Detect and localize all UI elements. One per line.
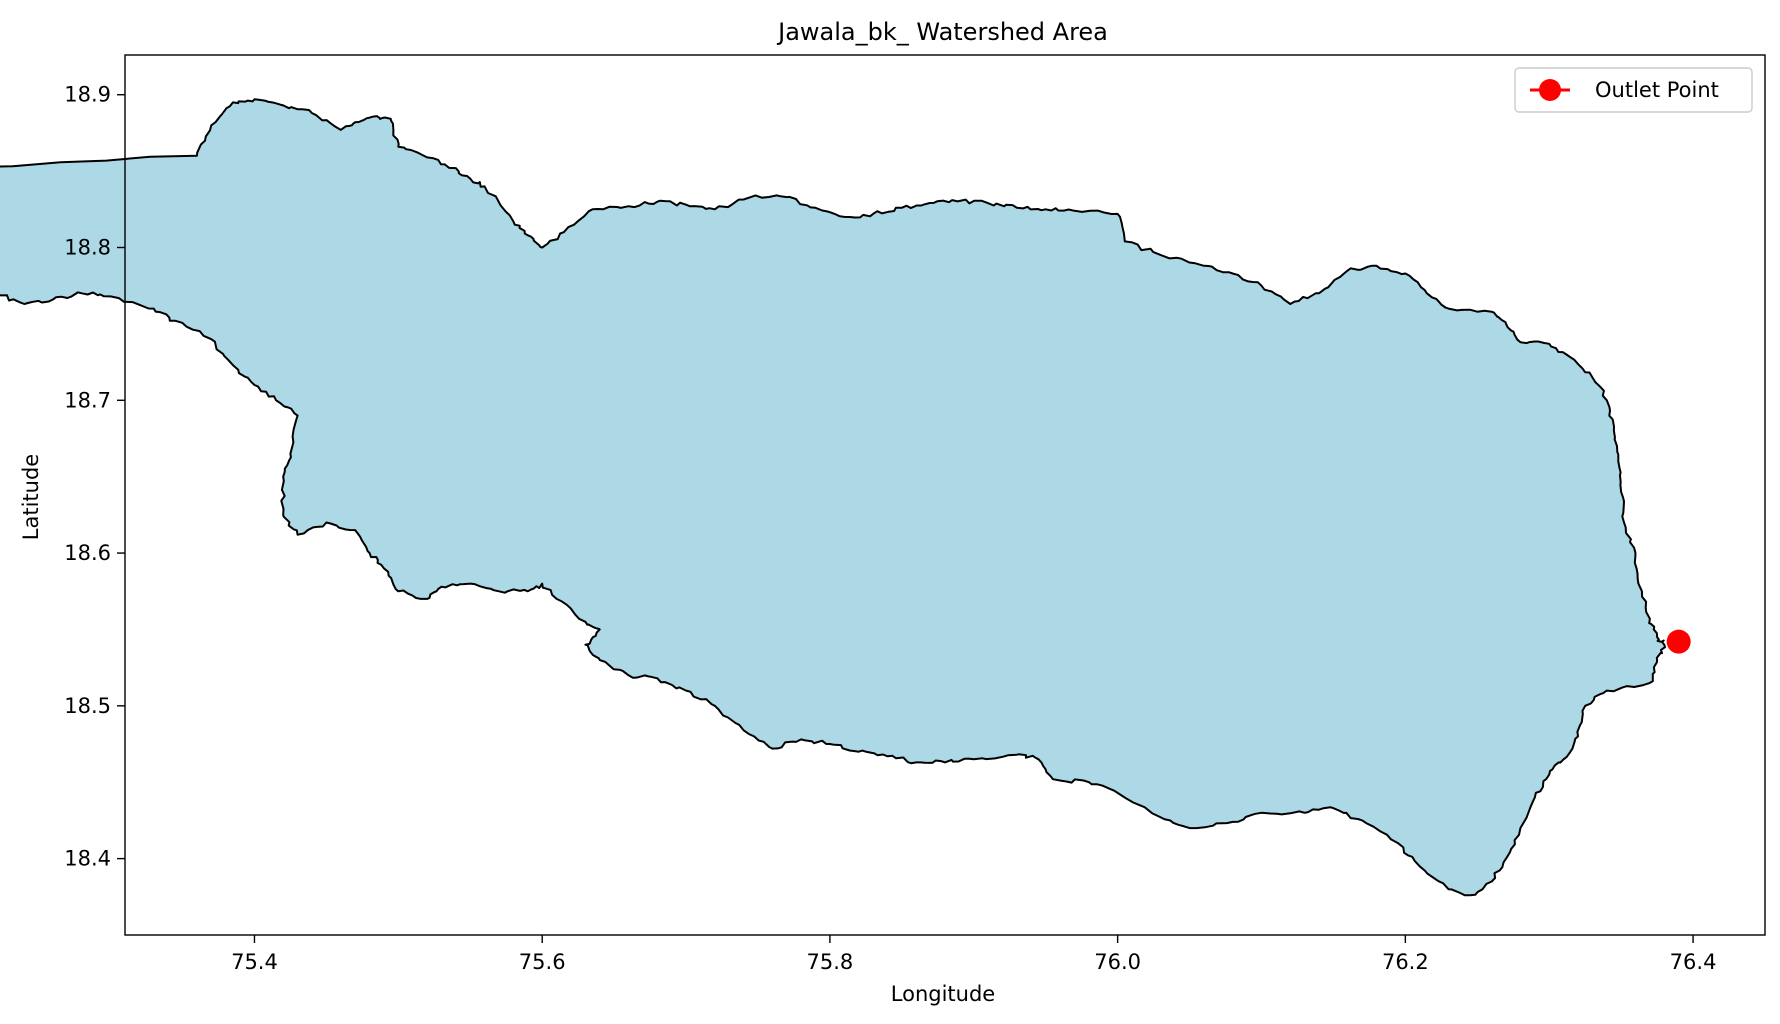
y-tick-label: 18.8: [64, 236, 111, 260]
outlet-layer: [1666, 629, 1691, 654]
chart-title: Jawala_bk_ Watershed Area: [776, 18, 1108, 46]
x-axis-label: Longitude: [891, 982, 995, 1006]
watershed-polygon: [0, 98, 1666, 897]
legend-box: [1514, 67, 1753, 113]
y-tick-label: 18.7: [64, 388, 111, 412]
outlet-point-marker: [1666, 629, 1691, 654]
x-tick-label: 76.0: [1094, 950, 1141, 974]
y-tick-label: 18.5: [64, 694, 111, 718]
legend-label: Outlet Point: [1595, 78, 1719, 102]
y-tick-label: 18.9: [64, 83, 111, 107]
x-tick-label: 75.6: [519, 950, 566, 974]
axes-frame: [124, 54, 1766, 936]
y-tick-label: 18.4: [64, 847, 111, 871]
x-tick-label: 76.2: [1382, 950, 1429, 974]
x-tick-label: 76.4: [1670, 950, 1717, 974]
plot-area: [0, 98, 1691, 897]
x-tick-label: 75.8: [807, 950, 854, 974]
legend-marker-swatch: [1539, 79, 1561, 101]
legend: Outlet Point: [1514, 67, 1753, 113]
x-axis-ticks: 75.4 75.6 75.8 76.0 76.2 76.4: [231, 935, 1716, 974]
x-tick-label: 75.4: [231, 950, 278, 974]
y-tick-label: 18.6: [64, 541, 111, 565]
y-axis-label: Latitude: [19, 454, 43, 540]
y-axis-ticks: 18.4 18.5 18.6 18.7 18.8 18.9: [64, 83, 125, 871]
